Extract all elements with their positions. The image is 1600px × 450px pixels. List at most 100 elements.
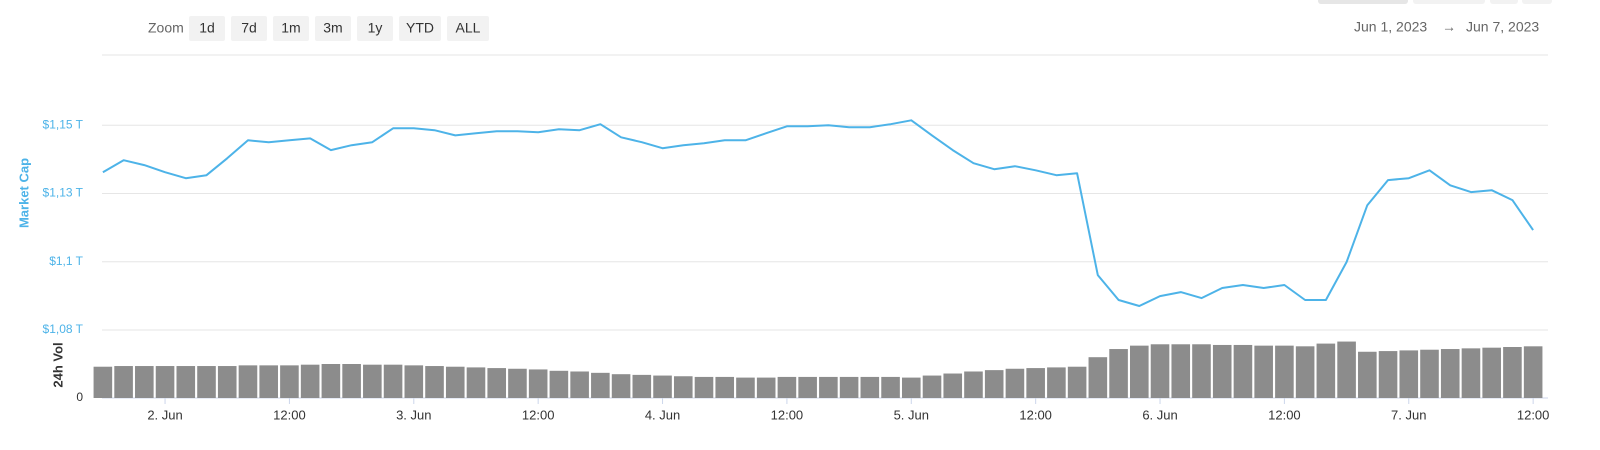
- volume-bar: [528, 369, 548, 398]
- zoom-button[interactable]: [189, 16, 225, 41]
- tab: [1490, 0, 1518, 4]
- y-tick-label: $1,1 T: [49, 254, 83, 268]
- volume-bar: [1254, 345, 1273, 398]
- x-tick-label: 12:00: [771, 407, 804, 422]
- volume-bar: [1109, 349, 1128, 398]
- tab: [1318, 0, 1408, 4]
- volume-bar: [363, 364, 382, 398]
- volume-bar: [197, 366, 216, 398]
- x-tick-label: 7. Jun: [1391, 407, 1426, 422]
- volume-bar: [176, 366, 196, 398]
- volume-bar: [1130, 345, 1149, 398]
- volume-bar: [1295, 346, 1315, 398]
- volume-bar: [466, 367, 486, 398]
- volume-bar: [1150, 344, 1170, 398]
- volume-bar: [549, 370, 569, 398]
- volume-bar: [404, 365, 424, 398]
- x-tick-label: 12:00: [273, 407, 306, 422]
- zoom-label: Zoom: [148, 20, 184, 36]
- zoom-button[interactable]: [231, 16, 267, 41]
- zoom-button[interactable]: [399, 16, 441, 41]
- volume-bar: [1461, 348, 1481, 398]
- volume-bar: [881, 376, 900, 398]
- volume-bar: [1399, 350, 1419, 398]
- volume-bar: [1440, 349, 1460, 398]
- volume-bar: [1047, 367, 1066, 398]
- volume-bar: [259, 365, 278, 398]
- volume-bar: [715, 376, 735, 398]
- zoom-button-label[interactable]: 3m: [323, 20, 342, 36]
- volume-bar: [1503, 347, 1522, 398]
- volume-bar: [425, 366, 444, 398]
- range-to[interactable]: Jun 7, 2023: [1466, 19, 1539, 35]
- zoom-button-label[interactable]: 1d: [199, 20, 215, 36]
- zoom-button-label[interactable]: ALL: [456, 20, 481, 36]
- volume-bar: [611, 374, 631, 398]
- volume-bar: [798, 376, 817, 398]
- zoom-button-label[interactable]: 7d: [241, 20, 257, 36]
- volume-bar: [1337, 341, 1356, 398]
- volume-bar: [653, 375, 672, 398]
- volume-bar: [673, 376, 693, 398]
- volume-bar: [342, 364, 361, 398]
- volume-bar: [93, 366, 113, 398]
- volume-bar: [922, 375, 942, 398]
- zoom-button[interactable]: [357, 16, 393, 41]
- volume-bar: [300, 364, 320, 398]
- volume-bar: [238, 365, 258, 398]
- zoom-button-label[interactable]: YTD: [406, 20, 434, 36]
- volume-bar: [901, 377, 921, 398]
- zoom-button[interactable]: [273, 16, 309, 41]
- y2-axis-title: 24h Vol: [50, 342, 65, 387]
- range-from[interactable]: Jun 1, 2023: [1354, 19, 1427, 35]
- x-tick-label: 12:00: [1268, 407, 1301, 422]
- volume-bar: [155, 366, 175, 398]
- volume-bar: [321, 364, 341, 398]
- zoom-button[interactable]: [447, 16, 489, 41]
- x-tick-label: 12:00: [1019, 407, 1052, 422]
- x-tick-label: 5. Jun: [894, 407, 929, 422]
- volume-bar: [839, 376, 859, 398]
- volume-bar: [1192, 344, 1211, 398]
- volume-bar: [860, 376, 880, 398]
- volume-bar: [1233, 344, 1253, 398]
- volume-bar: [1171, 344, 1191, 398]
- range-arrow: →: [1442, 19, 1456, 35]
- volume-bar: [487, 368, 507, 398]
- volume-bar: [756, 377, 776, 398]
- volume-bar: [736, 377, 755, 398]
- x-tick-label: 6. Jun: [1142, 407, 1177, 422]
- volume-bar: [1523, 346, 1543, 398]
- tab: [1522, 0, 1552, 4]
- volume-bar: [383, 364, 403, 398]
- y2-tick-label: 0: [76, 390, 83, 404]
- volume-bar: [694, 376, 714, 398]
- volume-bar: [1316, 343, 1336, 398]
- volume-bar: [632, 374, 652, 398]
- volume-bar: [984, 370, 1004, 398]
- volume-bar: [570, 371, 589, 398]
- volume-bar: [1005, 368, 1025, 398]
- x-tick-label: 3. Jun: [396, 407, 431, 422]
- volume-bar: [280, 365, 299, 398]
- volume-bar: [943, 373, 963, 398]
- volume-bar: [1358, 351, 1377, 398]
- y-tick-label: $1,08 T: [43, 322, 84, 336]
- zoom-button[interactable]: [315, 16, 351, 41]
- y-tick-label: $1,15 T: [43, 117, 84, 131]
- tab: [1413, 0, 1485, 4]
- volume-bar: [1026, 368, 1045, 398]
- volume-bar: [135, 366, 154, 398]
- volume-bar: [819, 376, 838, 398]
- volume-bar: [114, 366, 133, 398]
- zoom-button-label[interactable]: 1y: [368, 20, 383, 36]
- volume-bar: [508, 368, 527, 398]
- y-tick-label: $1,13 T: [43, 186, 84, 200]
- volume-bar: [964, 371, 983, 398]
- volume-bar: [445, 366, 465, 398]
- volume-bar: [1088, 357, 1108, 398]
- volume-bar: [1212, 344, 1232, 398]
- volume-bar: [1378, 351, 1398, 398]
- zoom-button-label[interactable]: 1m: [281, 20, 300, 36]
